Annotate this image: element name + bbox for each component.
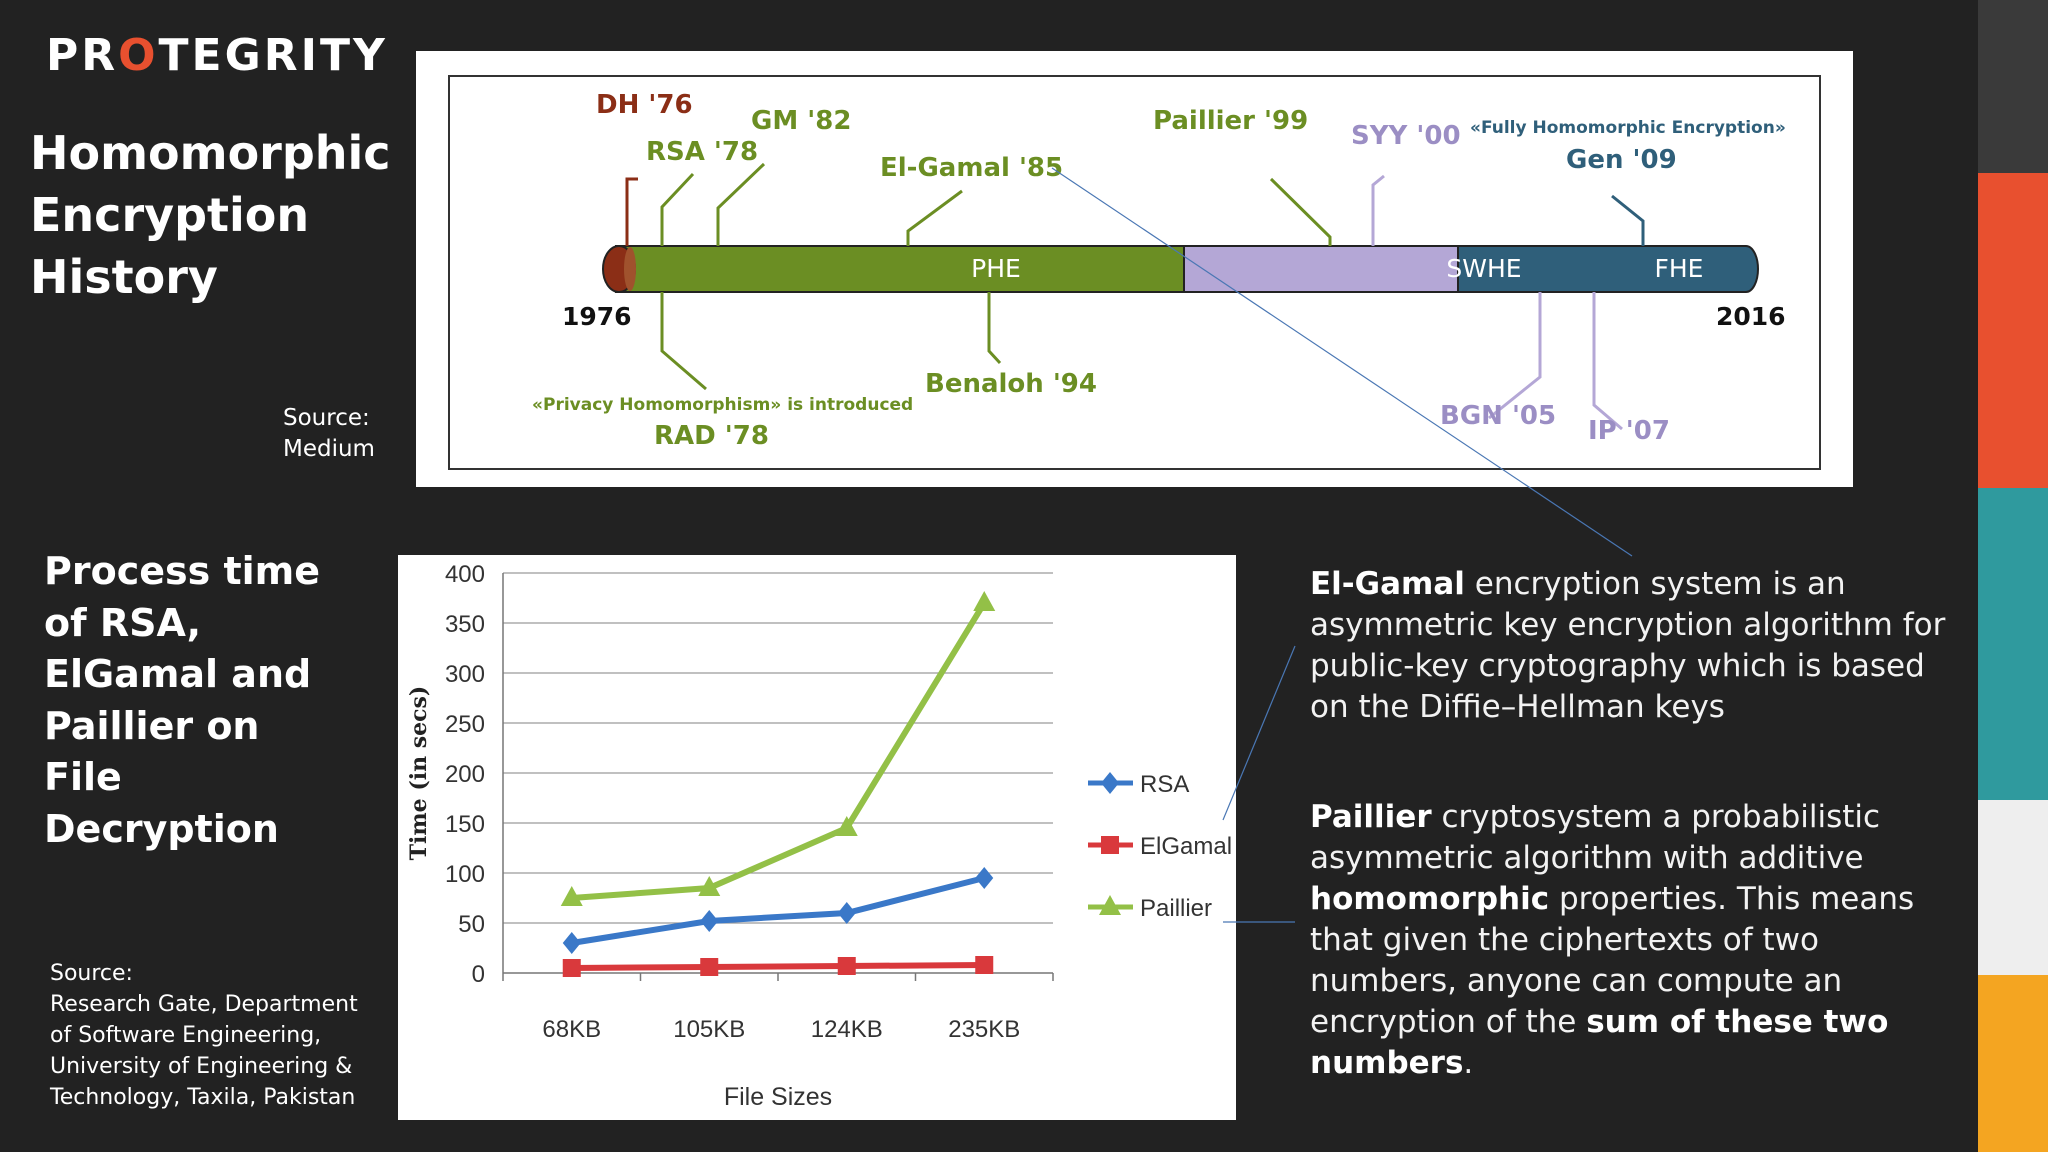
data-point-paillier xyxy=(698,876,721,896)
process-time-title: Process time of RSA, ElGamal and Paillie… xyxy=(44,549,321,851)
rsa-connector xyxy=(660,172,695,246)
syy-connector xyxy=(1371,174,1385,246)
data-point-paillier xyxy=(973,591,996,611)
y-tick-label: 300 xyxy=(445,661,485,688)
strip-teal xyxy=(1978,488,2048,800)
strip-dark xyxy=(1978,0,2048,173)
legend-marker-elgamal xyxy=(1101,836,1119,854)
data-point-elgamal xyxy=(975,956,994,974)
x-axis-label: File Sizes xyxy=(724,1083,832,1111)
y-tick-label: 400 xyxy=(445,561,485,588)
event-ip: IP '07 xyxy=(1588,416,1670,446)
data-point-paillier xyxy=(560,886,583,906)
elgamal-description: El-Gamal encryption system is an asymmet… xyxy=(1310,566,1946,725)
series-line-paillier xyxy=(571,601,987,901)
y-tick-label: 150 xyxy=(445,811,485,838)
y-axis-label: Time (in secs) xyxy=(406,686,432,861)
timeline-image: PHE SWHE FHE 1976 2016 DH '76 RSA '78 GM… xyxy=(416,51,1853,487)
source-research-gate: Source: Research Gate, Department of Sof… xyxy=(50,961,358,1110)
dh-connector xyxy=(625,177,638,246)
series-line-elgamal xyxy=(571,962,985,971)
segment-swhe xyxy=(1183,245,1459,293)
data-point-paillier xyxy=(835,816,858,836)
data-point-rsa xyxy=(562,932,581,954)
event-syy: SYY '00 xyxy=(1351,121,1461,151)
x-tick-label: 235KB xyxy=(948,1016,1020,1043)
event-paillier: Paillier '99 xyxy=(1153,106,1308,136)
legend-label-rsa: RSA xyxy=(1140,771,1189,798)
strip-orange xyxy=(1978,173,2048,488)
benaloh-connector xyxy=(987,292,1002,365)
timeline-svg: PHE SWHE FHE 1976 2016 DH '76 RSA '78 GM… xyxy=(448,75,1821,470)
ip-connector xyxy=(1592,292,1623,431)
event-rsa: RSA '78 xyxy=(646,137,758,167)
start-year: 1976 xyxy=(562,302,632,331)
event-elgamal: El-Gamal '85 xyxy=(880,153,1063,183)
data-point-elgamal xyxy=(700,958,719,976)
x-tick-label: 105KB xyxy=(673,1016,745,1043)
data-point-rsa xyxy=(700,910,719,932)
segment-dh-inner xyxy=(624,247,636,291)
y-tick-label: 0 xyxy=(472,961,485,988)
y-tick-label: 100 xyxy=(445,861,485,888)
event-dh: DH '76 xyxy=(596,90,693,120)
legend-label-elgamal: ElGamal xyxy=(1140,833,1232,860)
data-point-rsa xyxy=(975,867,994,889)
privacy-note: «Privacy Homomorphism» is introduced xyxy=(532,395,913,415)
event-rad: RAD '78 xyxy=(654,421,769,451)
chart-svg: 0 50 100 150 200 250 300 350 400 68KB 105KB 124KB 23… xyxy=(406,561,1232,1111)
event-gen: Gen '09 xyxy=(1566,145,1677,175)
gen-connector xyxy=(1611,194,1645,246)
bgn-connector xyxy=(1488,292,1542,420)
event-benaloh: Benaloh '94 xyxy=(925,369,1097,399)
label-fhe: FHE xyxy=(1655,254,1704,283)
strip-light xyxy=(1978,800,2048,975)
legend-marker-paillier xyxy=(1099,895,1121,915)
y-tick-label: 200 xyxy=(445,761,485,788)
end-year: 2016 xyxy=(1716,302,1786,331)
history-title: Homomorphic Encryption History xyxy=(30,126,391,304)
rad-connector xyxy=(660,292,707,391)
paillier-connector xyxy=(1269,177,1332,246)
source-medium: Source: Medium xyxy=(283,405,375,462)
label-swhe: SWHE xyxy=(1446,254,1521,283)
x-tick-label: 124KB xyxy=(811,1016,883,1043)
strip-yellow xyxy=(1978,975,2048,1152)
label-phe: PHE xyxy=(971,254,1021,283)
segment-phe xyxy=(615,245,1185,293)
data-point-elgamal xyxy=(562,959,581,977)
data-point-elgamal xyxy=(837,957,856,975)
event-gm: GM '82 xyxy=(751,106,851,136)
data-point-rsa xyxy=(837,902,856,924)
y-tick-label: 250 xyxy=(445,711,485,738)
protegrity-logo: PROTEGRITY xyxy=(46,30,388,81)
fhe-note: «Fully Homomorphic Encryption» xyxy=(1470,118,1786,138)
elgamal-connector xyxy=(906,189,963,246)
paillier-description: Paillier cryptosystem a probabilistic as… xyxy=(1310,799,1915,1081)
legend-label-paillier: Paillier xyxy=(1140,895,1212,922)
event-bgn: BGN '05 xyxy=(1440,401,1556,431)
process-time-chart: 0 50 100 150 200 250 300 350 400 68KB 105KB 124KB 23… xyxy=(398,555,1236,1120)
x-tick-label: 68KB xyxy=(542,1016,601,1043)
legend-marker-rsa xyxy=(1101,772,1119,794)
series-line-rsa xyxy=(571,875,985,946)
y-tick-label: 50 xyxy=(458,911,485,938)
y-tick-label: 350 xyxy=(445,611,485,638)
gm-connector xyxy=(716,162,766,246)
